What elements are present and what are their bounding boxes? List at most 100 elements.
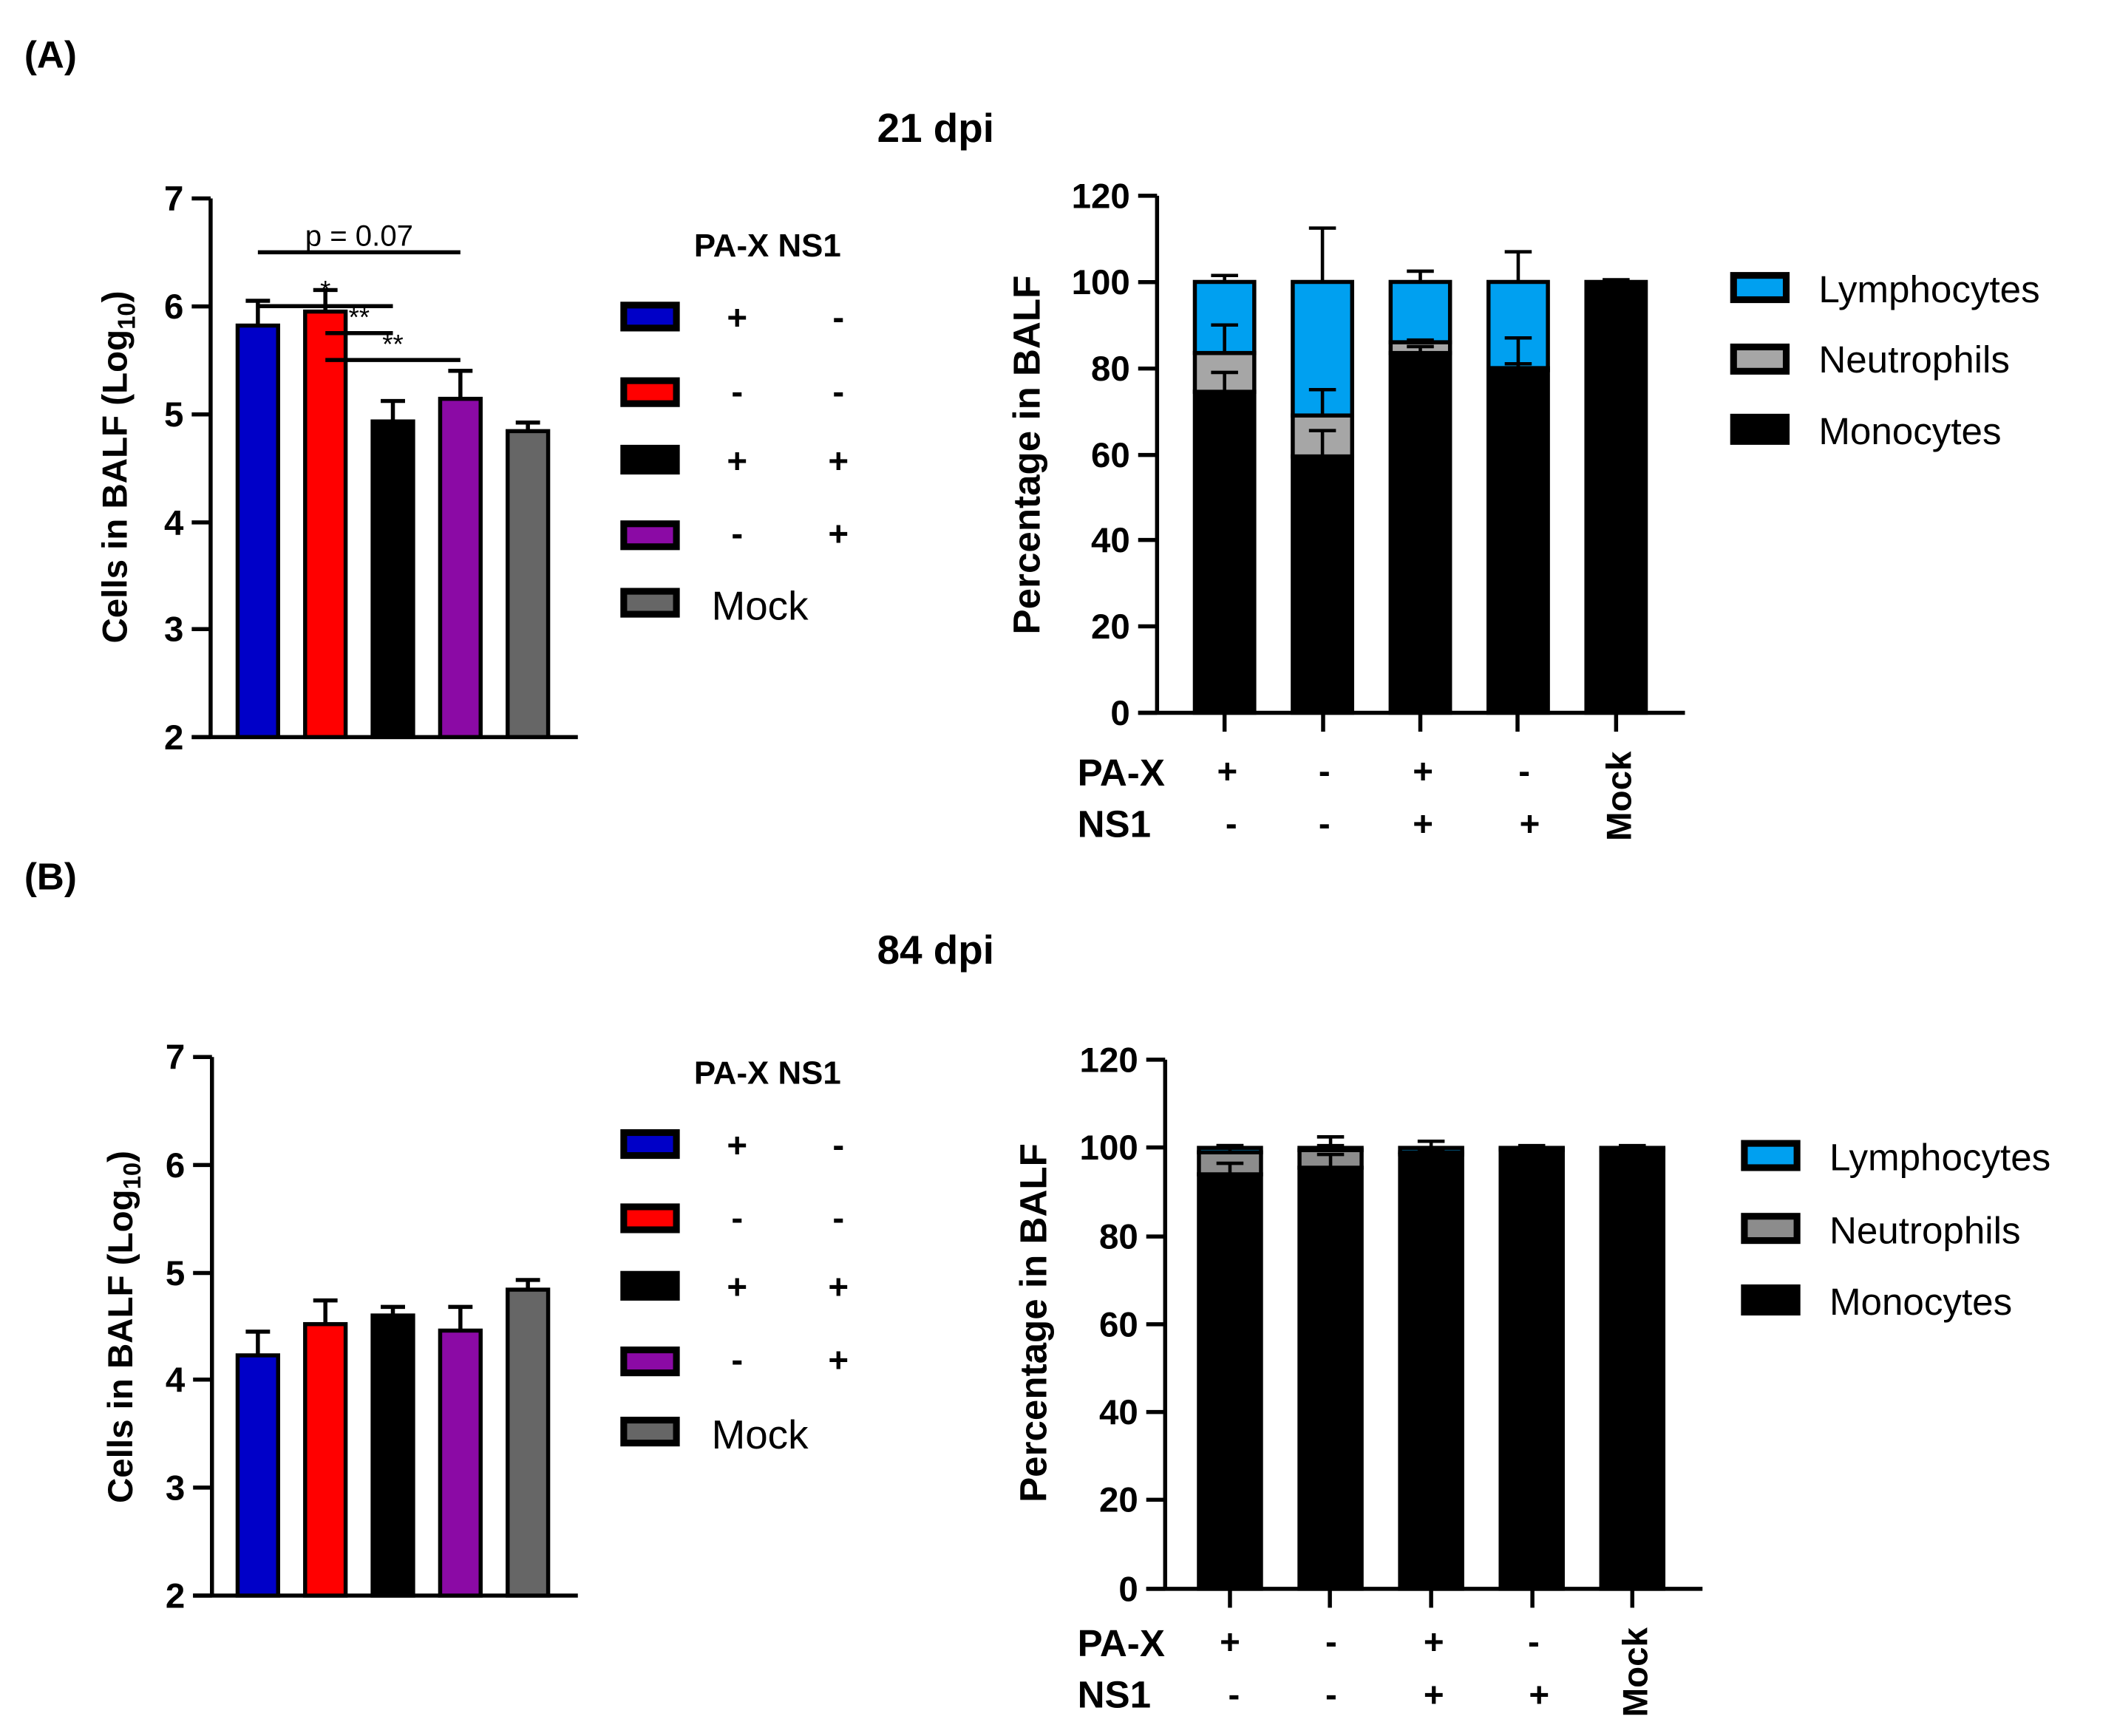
bar bbox=[235, 323, 281, 740]
pax-value: + bbox=[1220, 1623, 1240, 1662]
legend-mock: Mock bbox=[712, 1412, 809, 1457]
legend-label: Monocytes bbox=[1829, 1281, 2012, 1323]
y-ticks: 2 3 4 5 6 7 bbox=[166, 1038, 212, 1616]
group-row-label: PA-X bbox=[1078, 1622, 1165, 1664]
bar bbox=[438, 396, 483, 740]
legend-ns1: - bbox=[832, 1199, 844, 1238]
legend-swatch-monocytes bbox=[1741, 1284, 1801, 1315]
significance-label: p = 0.07 bbox=[305, 219, 413, 252]
legend-swatch bbox=[620, 444, 680, 475]
y-tick-label: 6 bbox=[164, 287, 183, 327]
panel-b: (B) 84 dpi Cells in BALF (Log10) 2 3 4 5… bbox=[24, 856, 2050, 1718]
significance-label: ** bbox=[349, 302, 370, 333]
legend-swatch bbox=[620, 302, 680, 332]
x-ticks bbox=[1228, 1588, 1635, 1608]
bar bbox=[506, 1287, 551, 1598]
panel-label: (A) bbox=[24, 33, 77, 75]
stack-segment-monocytes bbox=[1398, 1152, 1464, 1591]
ns1-value: + bbox=[1413, 805, 1433, 844]
panel-a: (A) 21 dpi Cells in BALF (Log10) 2 3 4 5… bbox=[24, 33, 2040, 845]
ns1-value: - bbox=[1229, 1675, 1240, 1715]
stack-segment-monocytes bbox=[1599, 1148, 1666, 1591]
stack-segment-monocytes bbox=[1291, 454, 1355, 715]
y-ticks: 0 20 40 60 80 100 120 bbox=[1080, 1041, 1166, 1609]
ns1-value: - bbox=[1226, 805, 1237, 844]
y-axis-label: Cells in BALF (Log10) bbox=[101, 1151, 146, 1503]
panel-title: 84 dpi bbox=[877, 927, 994, 973]
stack-segment-monocytes bbox=[1486, 368, 1550, 715]
mock-label: Mock bbox=[1600, 751, 1639, 841]
y-tick-label: 100 bbox=[1080, 1129, 1138, 1168]
bar bbox=[235, 1353, 281, 1598]
legend-swatch-lymphocytes bbox=[1730, 272, 1790, 304]
legend-pax: - bbox=[731, 514, 743, 554]
ns1-value: + bbox=[1529, 1675, 1549, 1715]
legend-swatch bbox=[620, 1270, 680, 1301]
y-tick-label: 0 bbox=[1110, 694, 1129, 733]
ns1-value: - bbox=[1325, 1675, 1337, 1715]
legend-ns1: - bbox=[832, 299, 844, 338]
legend-pax: + bbox=[727, 299, 747, 338]
panel-label: (B) bbox=[24, 856, 77, 898]
legend-swatch bbox=[620, 1129, 680, 1160]
group-row-label: PA-X bbox=[1078, 752, 1165, 794]
legend-ns1: + bbox=[828, 1267, 849, 1307]
legend-ns1: - bbox=[832, 372, 844, 412]
bar bbox=[370, 419, 415, 740]
bars bbox=[235, 1278, 551, 1598]
legend-header: PA-X NS1 bbox=[694, 228, 841, 264]
group-row-label: NS1 bbox=[1078, 803, 1151, 845]
y-tick-label: 0 bbox=[1118, 1570, 1138, 1609]
y-tick-label: 5 bbox=[164, 395, 183, 435]
y-tick-label: 3 bbox=[164, 610, 183, 650]
pax-value: - bbox=[1319, 752, 1331, 791]
ns1-value: + bbox=[1424, 1675, 1444, 1715]
legend-swatch bbox=[620, 1416, 680, 1447]
y-tick-label: 2 bbox=[164, 718, 183, 758]
legend-swatch-neutrophils bbox=[1730, 343, 1790, 375]
bar bbox=[506, 429, 551, 740]
panel-title: 21 dpi bbox=[877, 105, 994, 151]
y-tick-label: 7 bbox=[164, 180, 183, 219]
y-tick-label: 7 bbox=[166, 1038, 185, 1078]
legend-mock: Mock bbox=[712, 582, 809, 628]
condition-legend: PA-X NS1 + - - - + + - + Mock bbox=[620, 1055, 849, 1457]
legend-ns1: + bbox=[828, 441, 849, 480]
legend-ns1: + bbox=[828, 1341, 849, 1380]
group-labels: PA-X NS1 + - + - - - + + Mock bbox=[1078, 1622, 1656, 1717]
y-ticks: 2 3 4 5 6 7 bbox=[164, 180, 211, 758]
legend-pax: + bbox=[727, 1126, 747, 1165]
mock-label: Mock bbox=[1616, 1627, 1655, 1717]
y-tick-label: 6 bbox=[166, 1146, 185, 1185]
legend-label: Lymphocytes bbox=[1829, 1137, 2050, 1179]
stack-segment-monocytes bbox=[1584, 279, 1648, 715]
stacked-bars bbox=[1197, 1135, 1666, 1591]
legend-swatch bbox=[620, 1347, 680, 1377]
cell-type-legend: Lymphocytes Neutrophils Monocytes bbox=[1730, 268, 2040, 452]
legend-pax: - bbox=[731, 372, 743, 412]
y-tick-label: 40 bbox=[1099, 1393, 1138, 1432]
legend-pax: - bbox=[731, 1199, 743, 1238]
legend-pax: - bbox=[731, 1341, 743, 1380]
significance-label: ** bbox=[382, 329, 403, 359]
y-tick-label: 120 bbox=[1080, 1041, 1138, 1080]
group-labels: PA-X NS1 + - + - - - + + Mock bbox=[1078, 751, 1639, 845]
stack-segment-monocytes bbox=[1297, 1165, 1364, 1591]
y-tick-label: 20 bbox=[1099, 1481, 1138, 1520]
pax-value: - bbox=[1518, 752, 1530, 791]
y-axis-label: Percentage in BALF bbox=[1005, 276, 1047, 635]
pax-value: + bbox=[1424, 1623, 1444, 1662]
y-tick-label: 5 bbox=[166, 1254, 185, 1293]
x-ticks bbox=[1222, 712, 1619, 732]
legend-swatch bbox=[620, 588, 680, 618]
y-tick-label: 100 bbox=[1072, 263, 1130, 302]
legend-pax: + bbox=[727, 1267, 747, 1307]
y-tick-label: 2 bbox=[166, 1576, 185, 1616]
percentage-chart: Percentage in BALF 0 20 40 60 80 100 120 bbox=[1013, 1041, 1703, 1717]
legend-swatch bbox=[620, 1203, 680, 1233]
y-axis-label: Percentage in BALF bbox=[1013, 1143, 1055, 1502]
group-row-label: NS1 bbox=[1078, 1674, 1151, 1716]
stack-segment-monocytes bbox=[1498, 1148, 1565, 1591]
pax-value: + bbox=[1217, 752, 1237, 791]
